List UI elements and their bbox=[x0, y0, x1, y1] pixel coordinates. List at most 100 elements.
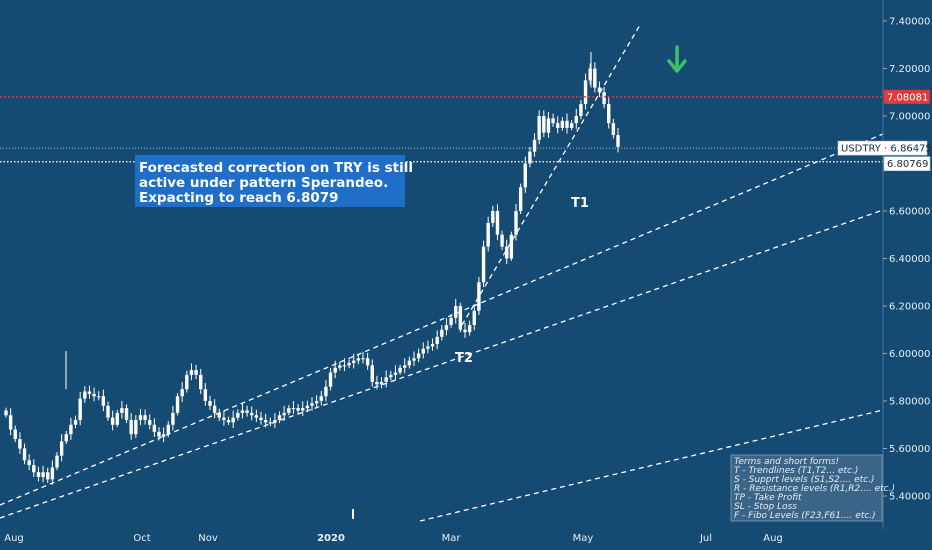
candle bbox=[607, 97, 611, 129]
x-tick-label: Oct bbox=[133, 533, 150, 544]
candle bbox=[32, 459, 36, 477]
candles-group bbox=[4, 51, 620, 485]
y-tick-label: 6.20000 bbox=[889, 302, 930, 313]
candle bbox=[180, 382, 184, 402]
candle bbox=[259, 411, 263, 425]
legend-line-4: R - Resistance levels (R1,R2.... etc.) bbox=[734, 484, 895, 494]
candle bbox=[287, 405, 291, 416]
candle bbox=[361, 351, 365, 364]
candle bbox=[389, 370, 393, 381]
candle bbox=[528, 146, 532, 168]
trendline-3 bbox=[419, 409, 884, 522]
x-tick-label: Aug bbox=[4, 533, 24, 544]
y-tick-label: 6.60000 bbox=[889, 207, 930, 218]
y-tick-label: 7.20000 bbox=[889, 64, 930, 75]
candle bbox=[486, 216, 490, 252]
candle bbox=[8, 408, 13, 436]
candle bbox=[203, 383, 208, 406]
candle bbox=[59, 434, 64, 462]
candle bbox=[212, 399, 217, 419]
candle bbox=[416, 348, 421, 363]
candle bbox=[222, 410, 226, 426]
x-tick-label: Jul bbox=[699, 533, 712, 544]
candle bbox=[440, 325, 444, 341]
candle bbox=[199, 368, 203, 394]
y-tick-label: 5.40000 bbox=[889, 492, 930, 503]
candle bbox=[505, 239, 509, 265]
candle bbox=[226, 416, 231, 425]
y-tick-label: 7.40000 bbox=[889, 17, 930, 28]
candle bbox=[240, 403, 245, 419]
y-tick-label: 7.00000 bbox=[889, 112, 930, 123]
candle bbox=[514, 203, 518, 241]
candle bbox=[83, 386, 87, 403]
candle bbox=[472, 304, 476, 331]
candle bbox=[588, 63, 592, 85]
legend-box-bg bbox=[730, 454, 883, 522]
trendline-2 bbox=[0, 209, 884, 519]
candle bbox=[175, 393, 180, 416]
candle bbox=[583, 73, 588, 110]
legend-line-3: S - Supprt levels (S1,S2.... etc.) bbox=[734, 475, 875, 485]
y-tick-label: 6.00000 bbox=[889, 349, 930, 360]
candle bbox=[347, 359, 351, 369]
candle bbox=[4, 407, 8, 418]
candle bbox=[245, 405, 249, 417]
candle bbox=[152, 418, 157, 438]
x-tick-label: 2020 bbox=[317, 533, 345, 544]
candle bbox=[509, 231, 514, 261]
candle bbox=[296, 404, 300, 414]
y-tick-label: 5.60000 bbox=[889, 444, 930, 455]
candle bbox=[138, 408, 143, 426]
candle bbox=[268, 417, 272, 427]
candle bbox=[537, 110, 541, 145]
annotation-line-2: active under pattern Sperandeo. bbox=[139, 175, 388, 191]
legend-line-2: T - Trendlines (T1,T2... etc.) bbox=[734, 466, 858, 476]
annotation-box-bg bbox=[135, 155, 405, 207]
candle bbox=[463, 322, 467, 338]
candle bbox=[129, 413, 133, 440]
candle bbox=[467, 320, 472, 336]
candle bbox=[454, 298, 458, 324]
candle bbox=[324, 380, 328, 402]
candle bbox=[477, 276, 481, 315]
candle bbox=[611, 118, 616, 139]
candle bbox=[393, 365, 398, 381]
candle bbox=[597, 81, 602, 98]
candle bbox=[185, 370, 189, 393]
candle bbox=[143, 409, 147, 425]
session-marker bbox=[352, 509, 354, 519]
x-tick-label: Aug bbox=[763, 533, 783, 544]
candle bbox=[523, 156, 527, 193]
candle bbox=[495, 204, 500, 241]
annotation-box: Forecasted correction on TRY is still ac… bbox=[135, 155, 413, 207]
candle bbox=[134, 415, 138, 439]
candle bbox=[602, 86, 606, 109]
candle bbox=[560, 117, 565, 131]
trendline-label-t2: T2 bbox=[455, 351, 473, 366]
candle bbox=[356, 353, 361, 365]
candle bbox=[273, 413, 277, 428]
candle bbox=[277, 411, 282, 424]
candle bbox=[36, 466, 41, 482]
candle bbox=[148, 414, 152, 430]
candle bbox=[18, 432, 22, 454]
candle bbox=[124, 404, 129, 424]
candle bbox=[435, 330, 439, 350]
candle bbox=[231, 410, 235, 429]
candle bbox=[120, 401, 124, 419]
candle bbox=[449, 314, 453, 328]
candle bbox=[46, 467, 50, 484]
candle bbox=[481, 240, 486, 288]
candle bbox=[250, 406, 254, 421]
annotation-line-3: Expacting to reach 6.8079 bbox=[139, 190, 339, 206]
candle bbox=[101, 389, 106, 412]
svg-text:USDTRY · 6.86475: USDTRY · 6.86475 bbox=[841, 144, 932, 155]
candle bbox=[579, 99, 583, 120]
candle bbox=[314, 395, 319, 409]
resistance-price-tag: 7.08081 bbox=[884, 89, 930, 104]
candle bbox=[236, 409, 240, 421]
annotation-line-1: Forecasted correction on TRY is still bbox=[139, 160, 413, 176]
candle bbox=[421, 342, 425, 359]
candle bbox=[430, 338, 435, 351]
